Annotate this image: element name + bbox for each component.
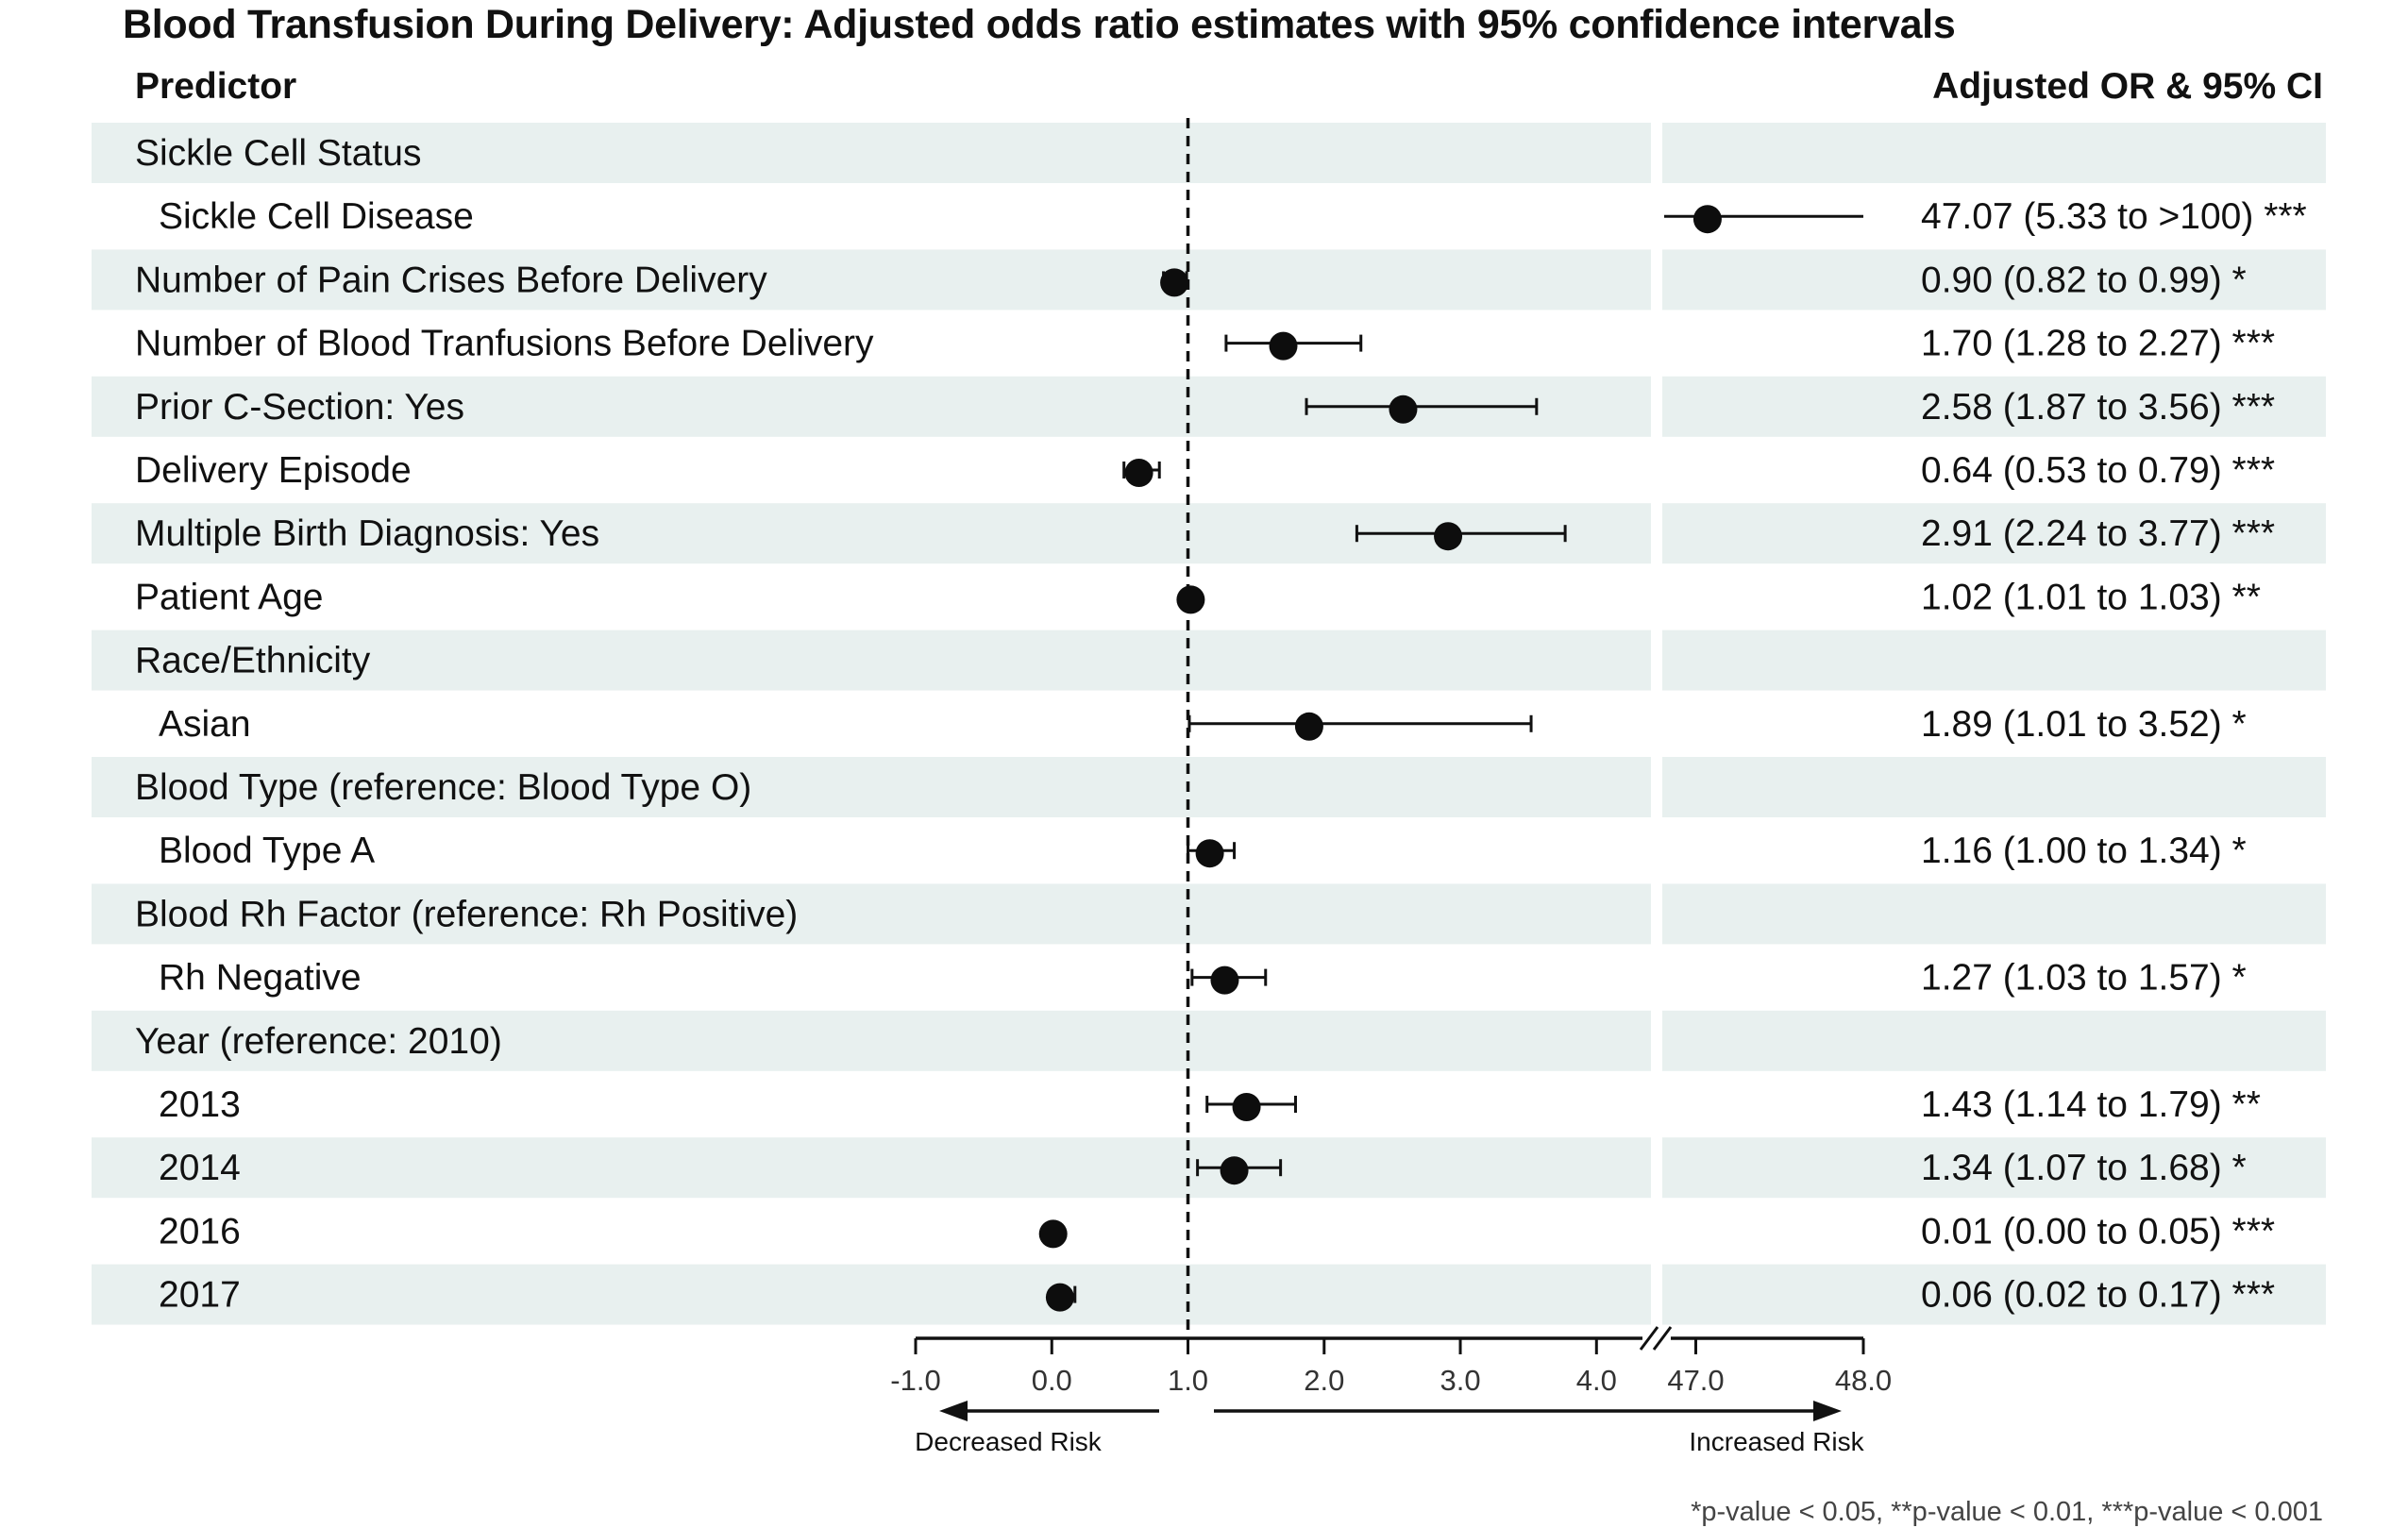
estimate-point	[1176, 585, 1205, 614]
row-band	[92, 1010, 1651, 1071]
predictor-label: 2017	[159, 1275, 241, 1316]
predictor-label: Blood Rh Factor (reference: Rh Positive)	[135, 894, 798, 934]
predictor-label: Sickle Cell Status	[135, 133, 421, 174]
x-tick-label: -1.0	[890, 1364, 940, 1397]
estimate-text: 0.01 (0.00 to 0.05) ***	[1921, 1211, 2275, 1251]
estimate-point	[1269, 331, 1298, 361]
x-tick-label: 1.0	[1168, 1364, 1208, 1397]
predictor-label: Blood Type (reference: Blood Type O)	[135, 767, 751, 808]
row-band	[92, 123, 1651, 183]
predictor-label: Year (reference: 2010)	[135, 1021, 502, 1062]
row-band	[92, 883, 1651, 945]
row-band	[1662, 249, 2326, 311]
predictor-label: Number of Pain Crises Before Delivery	[135, 260, 767, 300]
estimate-text: 1.02 (1.01 to 1.03) **	[1921, 577, 2261, 617]
row-band	[1662, 123, 2326, 183]
predictor-label: Patient Age	[135, 577, 324, 617]
decreased-risk-label: Decreased Risk	[915, 1427, 1103, 1456]
estimate-text: 47.07 (5.33 to >100) ***	[1921, 196, 2307, 237]
row-band	[1662, 1137, 2326, 1199]
row-band	[1662, 757, 2326, 817]
estimate-point	[1210, 965, 1239, 995]
estimate-point	[1038, 1219, 1068, 1249]
estimate-text: 0.06 (0.02 to 0.17) ***	[1921, 1275, 2275, 1316]
estimate-point	[1045, 1283, 1074, 1312]
estimate-text: 0.90 (0.82 to 0.99) *	[1921, 260, 2247, 300]
row-band	[1662, 1010, 2326, 1071]
decreased-risk-arrowhead	[939, 1401, 968, 1421]
x-tick-label: 3.0	[1440, 1364, 1480, 1397]
estimate-text: 1.34 (1.07 to 1.68) *	[1921, 1148, 2247, 1188]
significance-footnote: *p-value < 0.05, **p-value < 0.01, ***p-…	[1691, 1497, 2323, 1527]
x-tick-label: 2.0	[1304, 1364, 1344, 1397]
estimate-point	[1220, 1156, 1249, 1185]
x-tick-label: 4.0	[1576, 1364, 1617, 1397]
predictor-label: Race/Ethnicity	[135, 641, 371, 681]
row-band	[92, 249, 1651, 311]
predictor-label: Asian	[159, 704, 251, 745]
row-band	[1662, 883, 2326, 945]
row-band	[92, 1137, 1651, 1199]
estimate-text: 0.64 (0.53 to 0.79) ***	[1921, 450, 2275, 491]
row-band	[1662, 1264, 2326, 1325]
x-tick-label: 48.0	[1835, 1364, 1892, 1397]
axis-break-mark	[1639, 1326, 1659, 1351]
estimate-point	[1692, 205, 1722, 234]
estimate-point	[1294, 712, 1323, 741]
estimate-point	[1232, 1093, 1261, 1121]
estimate-point	[1389, 395, 1418, 424]
estimate-point	[1434, 522, 1463, 551]
predictor-label: Prior C-Section: Yes	[135, 387, 464, 428]
x-tick-label: 0.0	[1032, 1364, 1072, 1397]
estimate-point	[1160, 268, 1189, 297]
estimate-text: 2.58 (1.87 to 3.56) ***	[1921, 387, 2275, 428]
increased-risk-label: Increased Risk	[1689, 1427, 1864, 1456]
row-band	[92, 757, 1651, 817]
x-tick-label: 47.0	[1667, 1364, 1724, 1397]
predictor-label: Blood Type A	[159, 831, 375, 871]
estimate-text: 1.70 (1.28 to 2.27) ***	[1921, 324, 2275, 364]
increased-risk-arrowhead	[1813, 1401, 1842, 1421]
estimate-text: 2.91 (2.24 to 3.77) ***	[1921, 513, 2275, 554]
row-band	[1662, 503, 2326, 564]
predictor-label: Rh Negative	[159, 958, 362, 999]
estimate-text: 1.43 (1.14 to 1.79) **	[1921, 1084, 2261, 1125]
row-band	[92, 1264, 1651, 1325]
axis-break-mark	[1652, 1326, 1673, 1351]
predictor-label: 2013	[159, 1084, 241, 1125]
estimate-point	[1195, 839, 1224, 868]
row-band	[1662, 630, 2326, 691]
predictor-label: 2014	[159, 1148, 241, 1188]
predictor-label: 2016	[159, 1211, 241, 1251]
predictor-column-header: Predictor	[135, 66, 297, 107]
estimate-text: 1.27 (1.03 to 1.57) *	[1921, 958, 2247, 999]
estimate-point	[1124, 459, 1153, 487]
predictor-label: Sickle Cell Disease	[159, 196, 474, 237]
chart-title: Blood Transfusion During Delivery: Adjus…	[123, 2, 1956, 47]
predictor-label: Number of Blood Tranfusions Before Deliv…	[135, 324, 874, 364]
predictor-label: Delivery Episode	[135, 450, 412, 491]
estimate-text: 1.89 (1.01 to 3.52) *	[1921, 704, 2247, 745]
predictor-label: Multiple Birth Diagnosis: Yes	[135, 513, 599, 554]
estimate-text: 1.16 (1.00 to 1.34) *	[1921, 831, 2247, 871]
row-band	[1662, 376, 2326, 437]
row-band	[92, 630, 1651, 691]
estimate-column-header: Adjusted OR & 95% CI	[1932, 66, 2323, 107]
